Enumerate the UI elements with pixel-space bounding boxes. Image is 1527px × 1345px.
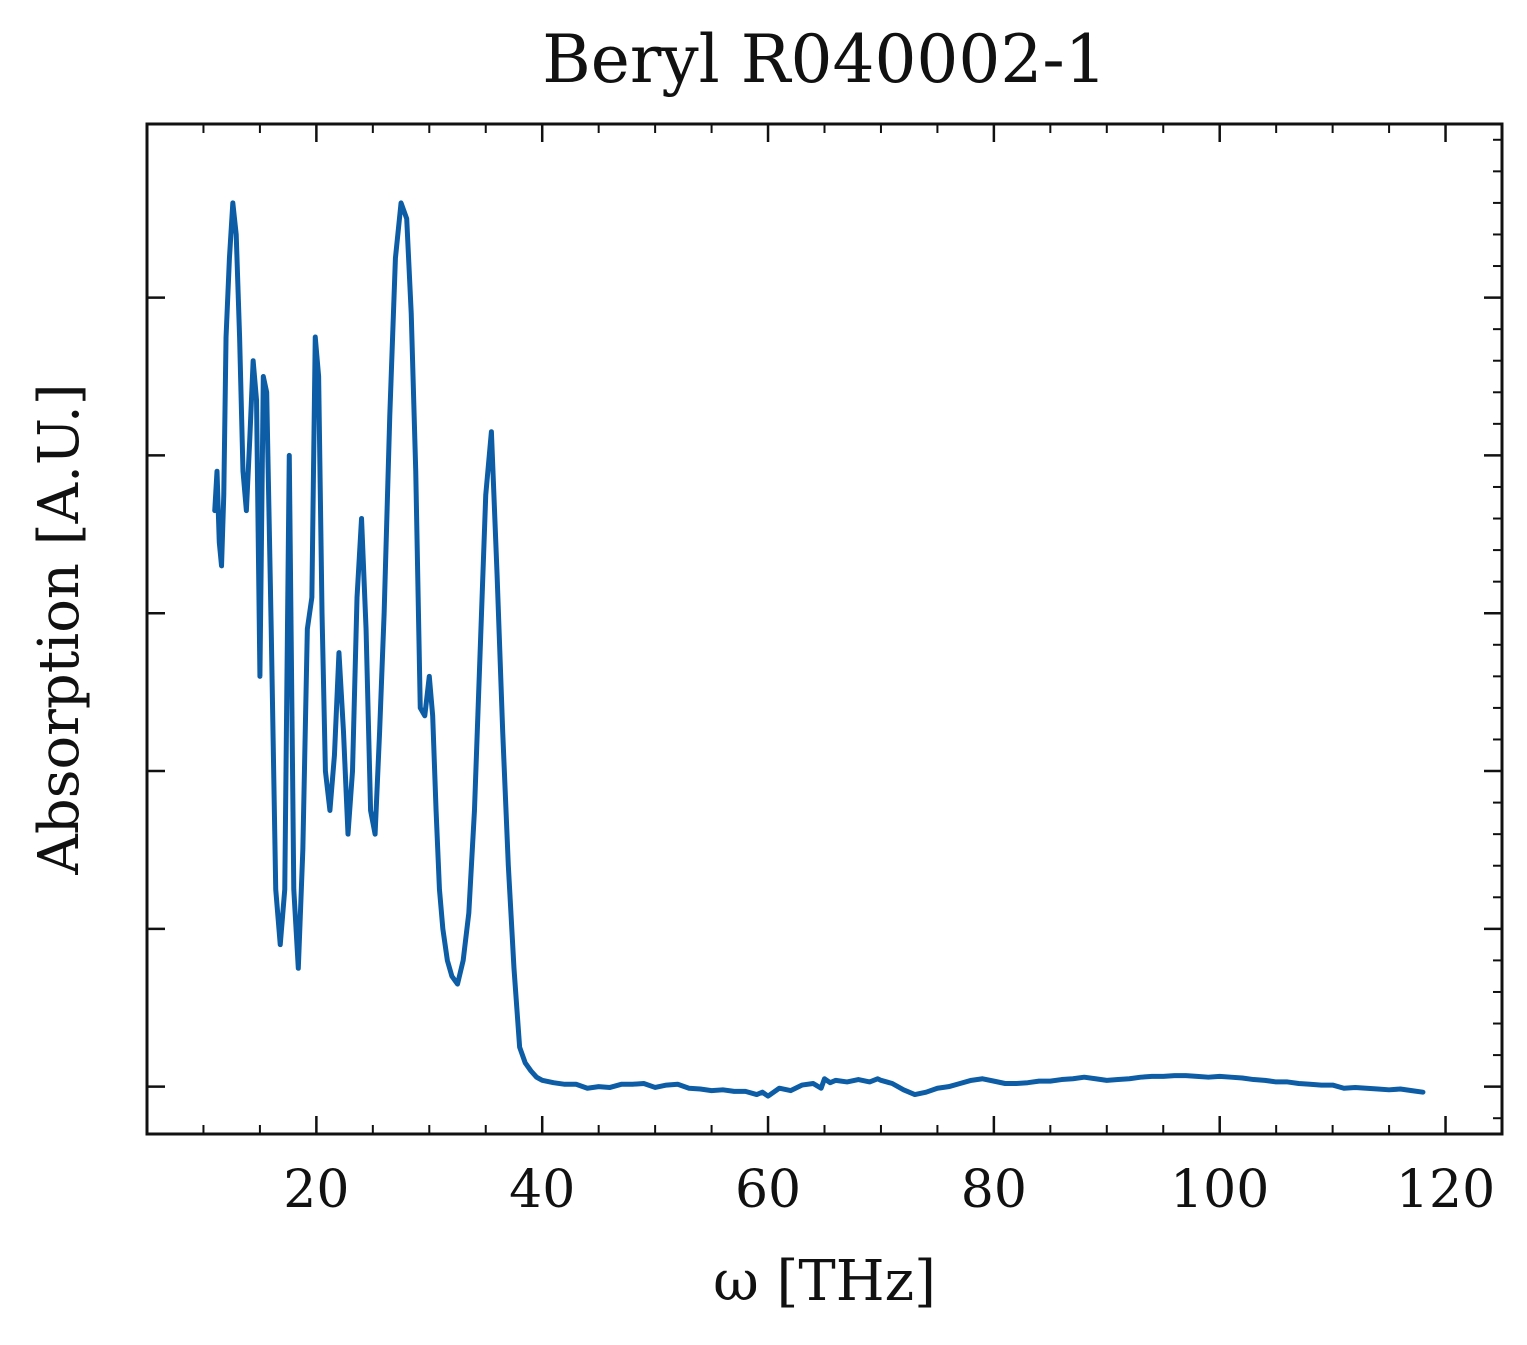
x-tick-label: 40 bbox=[509, 1160, 575, 1220]
chart-title: Beryl R040002-1 bbox=[542, 21, 1106, 98]
series-line-1 bbox=[212, 200, 1426, 1099]
x-tick-label: 20 bbox=[283, 1160, 349, 1220]
y-axis-title: Absorption [A.U.] bbox=[27, 383, 92, 875]
x-tick-label: 100 bbox=[1170, 1160, 1269, 1220]
x-axis-title: ω [THz] bbox=[713, 1249, 936, 1314]
x-tick-label: 120 bbox=[1396, 1160, 1495, 1220]
x-tick-label: 80 bbox=[961, 1160, 1027, 1220]
x-tick-label: 60 bbox=[735, 1160, 801, 1220]
plot-frame bbox=[145, 122, 1504, 1136]
